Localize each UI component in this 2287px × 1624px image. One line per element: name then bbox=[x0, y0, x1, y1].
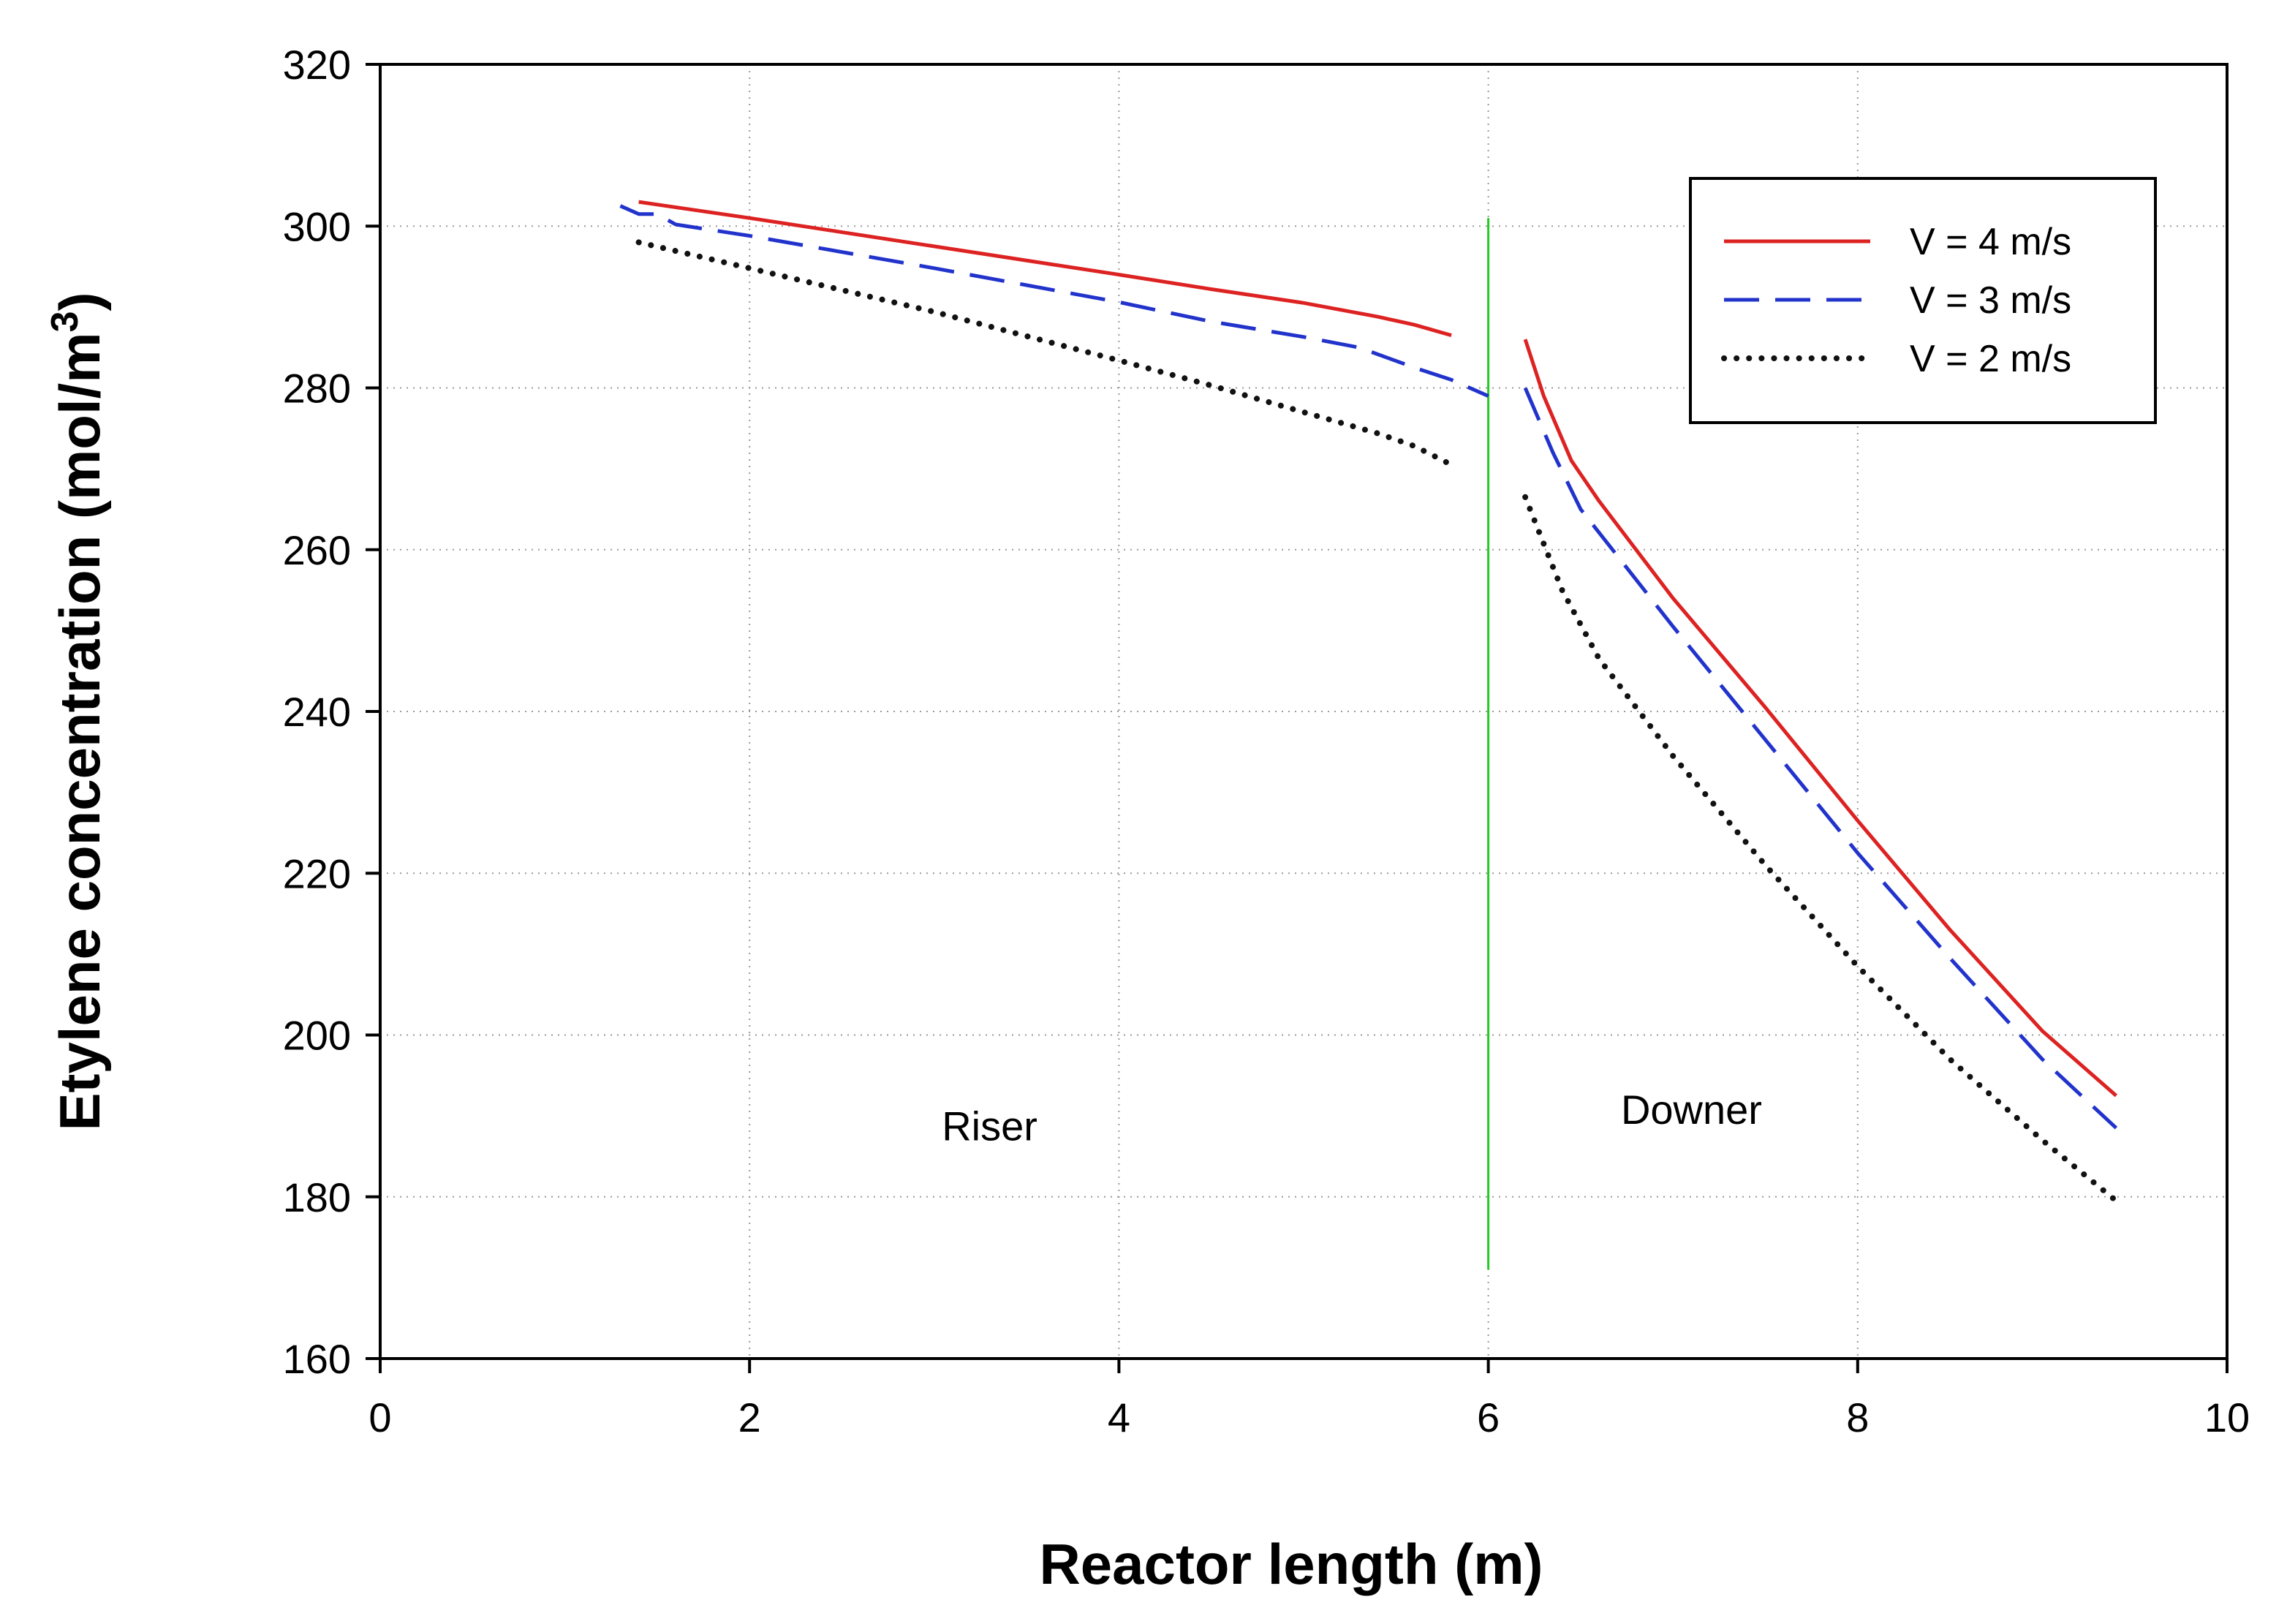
series-line-3-segment-1 bbox=[635, 239, 1455, 468]
y-tick-label: 260 bbox=[283, 527, 351, 573]
y-tick-label: 160 bbox=[283, 1336, 351, 1382]
x-axis-title: Reactor length (m) bbox=[1039, 1532, 1543, 1596]
y-tick-label: 180 bbox=[283, 1174, 351, 1220]
x-tick-label: 8 bbox=[1846, 1394, 1869, 1440]
y-axis-title-main: Etylene concentration (mol/m bbox=[48, 332, 112, 1130]
legend-label-v2: V = 2 m/s bbox=[1910, 338, 2071, 380]
annotations: Riser Downer bbox=[942, 1087, 1762, 1149]
legend-box bbox=[1689, 177, 2157, 424]
series-line-1-segment-1 bbox=[638, 200, 1452, 338]
y-tick-label: 280 bbox=[283, 366, 351, 412]
series-line-3-segment-2 bbox=[1522, 494, 2120, 1204]
annotation-downer: Downer bbox=[1621, 1087, 1762, 1133]
annotation-riser: Riser bbox=[942, 1103, 1037, 1149]
series-line-1-segment-2 bbox=[1523, 339, 2118, 1098]
y-axis-title-superscript: 3 bbox=[44, 311, 86, 332]
legend-label-v3: V = 3 m/s bbox=[1910, 279, 2071, 322]
series-group bbox=[619, 200, 2120, 1204]
x-tick-label: 4 bbox=[1108, 1394, 1130, 1440]
x-tick-label: 2 bbox=[738, 1394, 761, 1440]
y-tick-label: 220 bbox=[283, 850, 351, 896]
legend: V = 4 m/s V = 3 m/s V = 2 m/s bbox=[1689, 177, 2157, 424]
legend-label-v4: V = 4 m/s bbox=[1910, 221, 2071, 263]
x-tick-label: 10 bbox=[2204, 1394, 2250, 1440]
y-tick-label: 200 bbox=[283, 1013, 351, 1059]
y-tick-label: 300 bbox=[283, 203, 351, 249]
axis-ticks bbox=[366, 63, 2229, 1373]
y-axis-title: Etylene concentration (mol/m3) bbox=[44, 292, 112, 1130]
y-axis-title-close: ) bbox=[48, 292, 112, 311]
x-tick-label: 0 bbox=[368, 1394, 391, 1440]
series-line-2-segment-2 bbox=[1523, 387, 2118, 1130]
tick-labels: 0 2 4 6 8 10 160 180 200 220 240 260 280 300 320 bbox=[283, 42, 2250, 1440]
y-tick-label: 320 bbox=[283, 42, 351, 88]
y-tick-label: 240 bbox=[283, 689, 351, 735]
x-tick-label: 6 bbox=[1477, 1394, 1500, 1440]
